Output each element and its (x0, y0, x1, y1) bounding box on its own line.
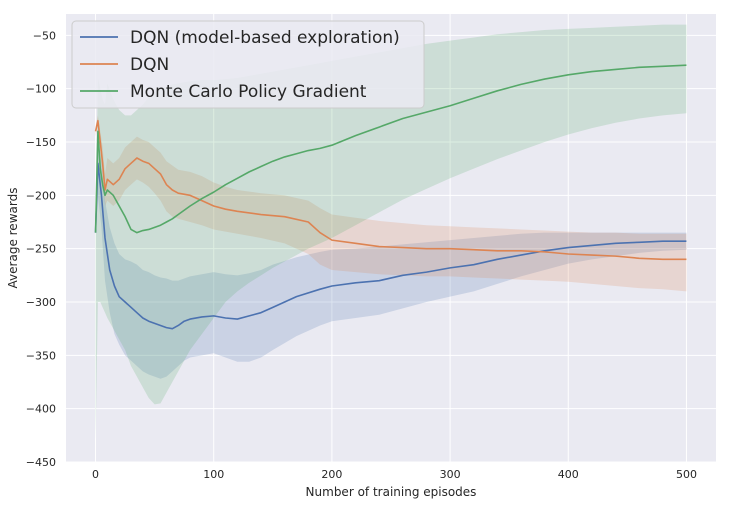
y-tick-label: −300 (26, 296, 56, 309)
band-monte-carlo-policy-gradient (95, 24, 687, 441)
x-tick-label: 400 (558, 468, 579, 481)
line-monte-carlo-policy-gradient (94, 64, 687, 234)
x-tick-label: 100 (203, 468, 224, 481)
confidence-bands (95, 24, 687, 441)
legend-label-dqn: DQN (130, 55, 169, 75)
line-dqn-model-based-exploration (94, 162, 687, 330)
y-tick-label: −150 (26, 136, 56, 149)
y-tick-label: −50 (33, 29, 56, 42)
legend-label-dqn-model-based: DQN (model-based exploration) (130, 28, 400, 48)
tick-labels: −450 −400 −350 −300 −250 −200 −150 −100 −50 0 100 2… (26, 29, 697, 481)
series-lines (94, 64, 687, 330)
x-tick-label: 200 (321, 468, 342, 481)
band-dqn (95, 115, 687, 292)
y-tick-label: −350 (26, 349, 56, 362)
legend: DQN (model-based exploration) DQN Monte … (71, 20, 425, 109)
x-tick-label: 500 (676, 468, 697, 481)
legend-label-monte-carlo: Monte Carlo Policy Gradient (130, 82, 367, 102)
x-tick-label: 0 (92, 468, 99, 481)
y-tick-label: −200 (26, 189, 56, 202)
y-tick-label: −450 (26, 456, 56, 469)
x-tick-label: 300 (440, 468, 461, 481)
line-dqn (94, 119, 687, 261)
x-axis-label: Number of training episodes (306, 485, 477, 499)
legend-box (71, 20, 425, 109)
band-dqn-model-based-exploration (95, 142, 687, 379)
y-tick-label: −100 (26, 83, 56, 96)
y-tick-label: −400 (26, 403, 56, 416)
y-tick-label: −250 (26, 243, 56, 256)
y-axis-label: Average rewards (6, 188, 20, 289)
